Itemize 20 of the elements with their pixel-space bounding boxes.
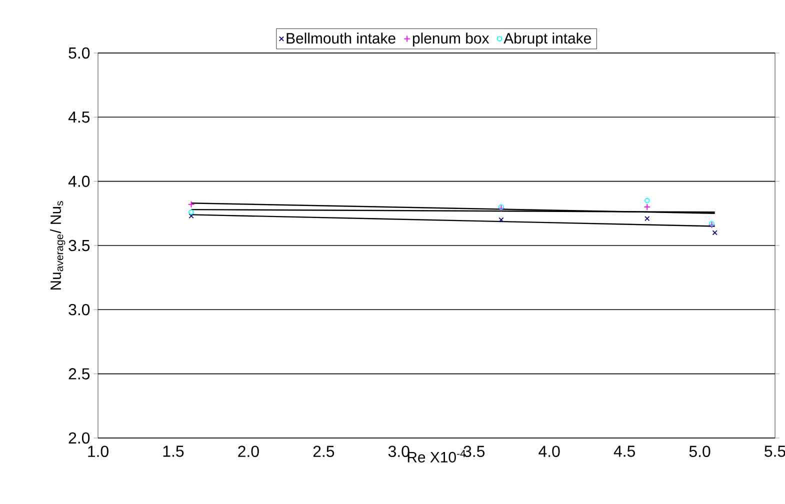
legend-label: plenum box <box>412 32 490 47</box>
y-tick-label: 2.0 <box>68 432 90 444</box>
y-tick-label: 3.5 <box>68 240 90 252</box>
legend-label: Bellmouth intake <box>286 32 396 44</box>
y-tick-label: 5.0 <box>68 47 90 59</box>
x-tick-label: 1.5 <box>163 446 184 457</box>
x-tick-label: 4.0 <box>538 446 560 458</box>
y-axis-title: Nu$_{average}$/ Nu$_{s}$ <box>50 201 66 290</box>
y-tick-label: 4.0 <box>68 176 90 187</box>
y-tick-label: 2.5 <box>68 368 90 380</box>
x-tick-label: 1.0 <box>88 446 108 458</box>
x-tick-label: 2.0 <box>238 446 259 458</box>
y-tick-label: 4.5 <box>68 112 90 123</box>
x-tick-label: 2.5 <box>313 446 334 458</box>
x-tick-label: 5.0 <box>689 446 710 458</box>
x-tick-label: 5.5 <box>764 446 785 457</box>
y-tick-label: 3.0 <box>68 304 90 316</box>
legend-label: Abrupt intake <box>504 32 591 47</box>
x-tick-label: 3.5 <box>464 446 485 458</box>
x-tick-label: 4.5 <box>614 446 635 457</box>
